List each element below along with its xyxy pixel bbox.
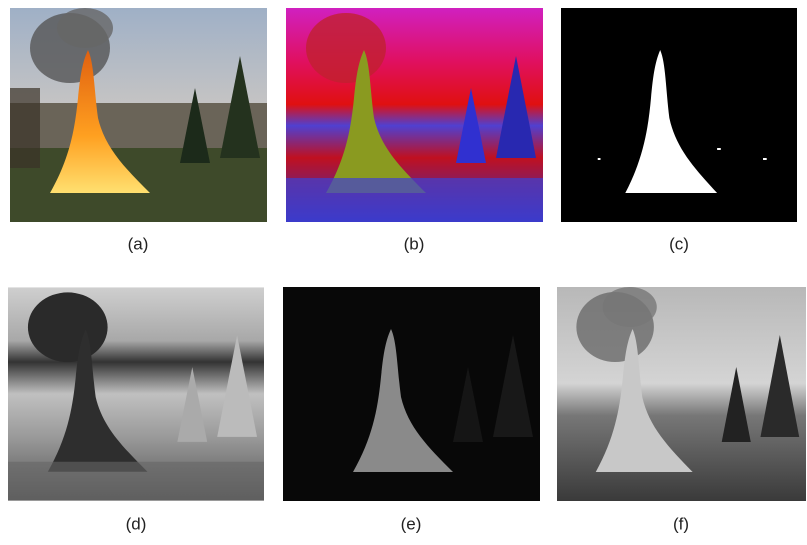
figure: (a) (b) (c) (d) (e) (f): [0, 0, 807, 540]
panel-e-image: [283, 287, 540, 501]
panel-f-image: [557, 287, 806, 501]
panel-a-image: [10, 8, 267, 222]
panel-d-image: [8, 287, 264, 500]
panel-c-image: [561, 8, 797, 222]
caption: (f): [673, 514, 689, 533]
caption: (c): [669, 234, 689, 253]
panel-b-image: [286, 8, 543, 222]
caption: (d): [126, 514, 147, 533]
caption: (a): [128, 234, 149, 253]
caption: (b): [404, 234, 425, 253]
page: (a) (b) (c) (d) (e) (f) (() => { const d…: [0, 0, 807, 540]
caption: (e): [401, 514, 422, 533]
